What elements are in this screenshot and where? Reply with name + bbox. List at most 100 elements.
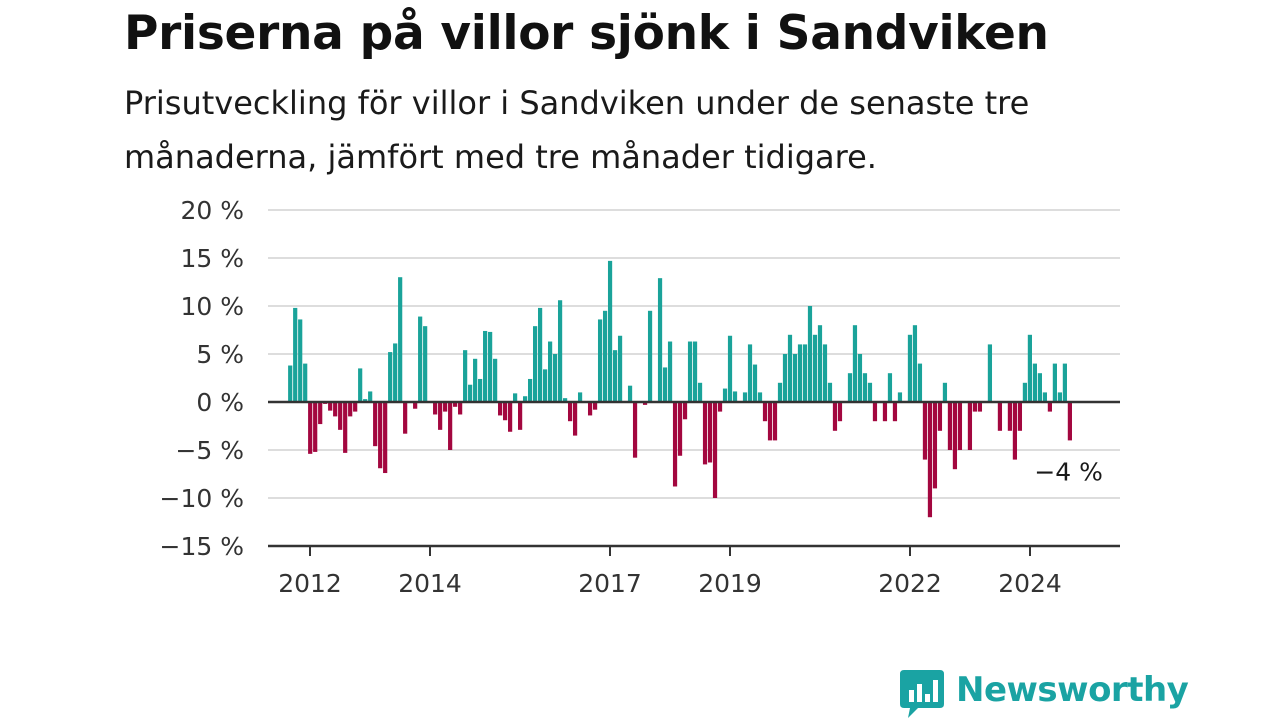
bar (847, 373, 853, 402)
bar (647, 310, 653, 402)
bar (338, 402, 343, 430)
bar (538, 307, 543, 402)
bar (667, 341, 673, 402)
bar (862, 373, 868, 402)
bar (458, 402, 463, 415)
bar (997, 402, 1003, 431)
bar (822, 344, 828, 402)
bar (418, 316, 423, 402)
bar (1007, 402, 1013, 431)
bar (528, 378, 533, 402)
chart-subtitle: Prisutveckling för villor i Sandviken un… (124, 84, 1030, 176)
bar (468, 384, 473, 402)
labels: 20 % 15 % 10 % 5 % 0 % −5 % −10 % −15 % 2012 2014… (160, 196, 1103, 598)
bar (612, 350, 618, 402)
bar (388, 352, 393, 402)
bar (907, 334, 913, 402)
bar (1057, 392, 1062, 402)
bar (812, 334, 818, 402)
bar (518, 402, 523, 430)
bar (837, 402, 843, 422)
bar (807, 306, 813, 402)
bar (857, 354, 863, 402)
bar (787, 334, 793, 402)
bar (702, 402, 708, 465)
bar (1027, 334, 1032, 402)
bar (627, 385, 633, 402)
bar (343, 402, 348, 453)
bar (1022, 382, 1028, 402)
bar (508, 402, 513, 432)
y-tick-label: −15 % (160, 532, 244, 561)
bar (892, 402, 898, 422)
bar (448, 402, 453, 450)
bar (383, 402, 388, 474)
bar (288, 365, 293, 402)
bar (363, 399, 368, 402)
bar (722, 388, 728, 402)
bar (817, 325, 823, 402)
bar (488, 331, 493, 402)
bar (922, 402, 928, 460)
bar (523, 396, 528, 402)
bar-chart: 20 % 15 % 10 % 5 % 0 % −5 % −10 % −15 % 2012 2014… (160, 196, 1120, 598)
bar (762, 402, 768, 422)
bar (473, 358, 478, 402)
bar (348, 402, 353, 417)
bar (1012, 402, 1018, 460)
bar (947, 402, 953, 450)
bar (368, 391, 373, 402)
bar (293, 307, 298, 402)
bar (1042, 392, 1047, 402)
bar (308, 402, 313, 454)
bar (882, 402, 888, 422)
bar (897, 392, 903, 402)
bar (717, 402, 723, 412)
bar (887, 373, 893, 402)
bar (543, 369, 548, 402)
bar (677, 402, 683, 456)
bar (797, 344, 803, 402)
bar (552, 354, 558, 402)
bar (1052, 363, 1057, 402)
newsworthy-logo-icon (900, 670, 944, 718)
bar (358, 368, 363, 402)
y-tick-label: 5 % (196, 340, 244, 369)
bar (577, 392, 583, 402)
bar (607, 260, 613, 402)
bar (757, 392, 763, 402)
bar (1017, 402, 1023, 431)
bar (917, 363, 923, 402)
bar (453, 402, 458, 407)
bar (852, 325, 858, 402)
bar (493, 358, 498, 402)
bar (393, 343, 398, 402)
bar (977, 402, 983, 412)
bar (562, 398, 568, 402)
bar (687, 341, 693, 402)
bar (967, 402, 973, 450)
bar (827, 382, 833, 402)
bar (742, 392, 748, 402)
bar (597, 319, 603, 402)
bar (697, 382, 703, 402)
bar (657, 278, 663, 402)
bar (972, 402, 978, 412)
bar (587, 402, 593, 416)
bar (567, 402, 573, 422)
bar (642, 402, 648, 405)
chart-title: Priserna på villor sjönk i Sandviken (124, 6, 1049, 61)
bar (1047, 402, 1052, 412)
bar (533, 326, 538, 402)
bar (313, 402, 318, 452)
bar (752, 364, 758, 402)
bar (872, 402, 878, 422)
bar (602, 310, 608, 402)
bar (373, 402, 378, 447)
bar (303, 363, 308, 402)
bar (802, 344, 808, 402)
bar (478, 378, 483, 402)
bar (692, 341, 698, 402)
bar (782, 354, 788, 402)
x-tick-label: 2024 (998, 569, 1062, 598)
